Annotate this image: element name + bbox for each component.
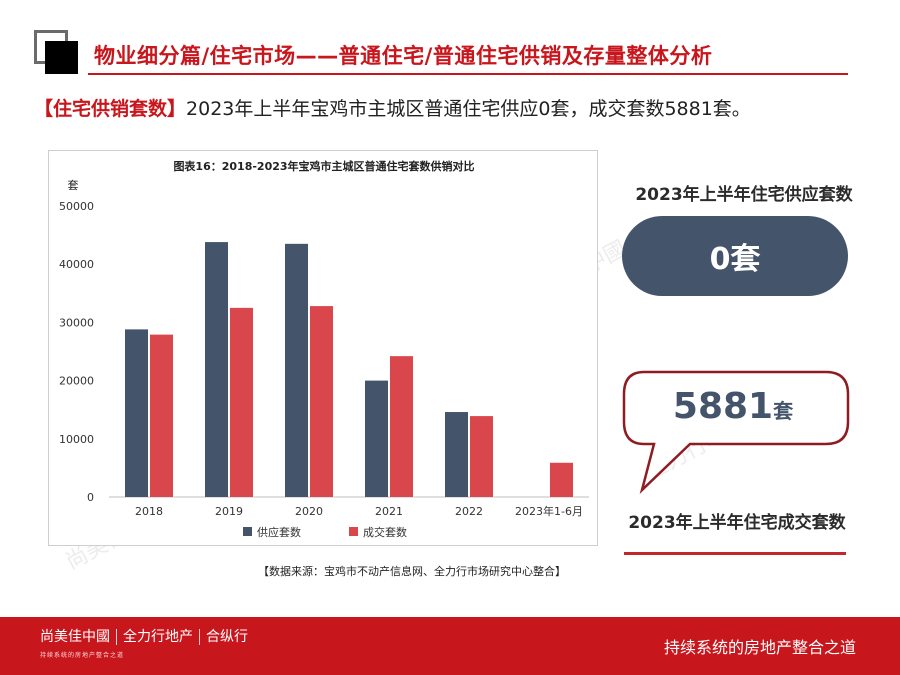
footer-divider	[199, 629, 200, 645]
title-divider	[88, 73, 848, 75]
footer-brand-1: 尚美佳中國	[40, 629, 110, 645]
chart-title: 图表16：2018-2023年宝鸡市主城区普通住宅套数供销对比	[173, 159, 474, 173]
deal-value-number: 5881	[672, 386, 774, 427]
y-tick-label: 20000	[59, 375, 94, 388]
supply-bar	[205, 242, 228, 497]
deal-bar	[470, 416, 493, 497]
footer-brand-2: 全力行地产	[123, 629, 193, 645]
logo-mark	[34, 30, 78, 74]
chart-legend: 供应套数 成交套数	[243, 525, 407, 539]
chart-frame: 图表16：2018-2023年宝鸡市主城区普通住宅套数供销对比 套 0 10000…	[48, 150, 598, 546]
deal-bar	[550, 462, 573, 497]
y-tick-label: 40000	[59, 258, 94, 271]
logo-filled-square	[45, 41, 78, 74]
deal-card-title: 2023年上半年住宅成交套数	[628, 513, 846, 533]
legend-label: 成交套数	[363, 525, 407, 539]
footer-brand: 尚美佳中國 全力行地产 合纵行	[40, 626, 248, 646]
summary-line: 【住宅供销套数】2023年上半年宝鸡市主城区普通住宅供应0套，成交套数5881套…	[34, 94, 751, 121]
bar-chart: 图表16：2018-2023年宝鸡市主城区普通住宅套数供销对比 套 0 10000…	[59, 159, 589, 539]
y-tick-label: 50000	[59, 200, 94, 213]
x-tick-label: 2022	[455, 505, 483, 518]
supply-card-title: 2023年上半年住宅供应套数	[635, 185, 853, 205]
legend-label: 供应套数	[257, 525, 301, 539]
footer-divider	[116, 629, 117, 645]
supply-bar	[285, 243, 308, 497]
y-tick-label: 30000	[59, 316, 94, 329]
y-tick-label: 10000	[59, 433, 94, 446]
x-tick-label: 2020	[295, 505, 323, 518]
deal-value-unit: 套	[773, 399, 794, 423]
supply-bar	[125, 329, 148, 497]
deal-value: 5881套	[620, 386, 846, 427]
footer-slogan: 持续系统的房地产整合之道	[663, 638, 856, 657]
deal-bar	[310, 306, 333, 497]
deal-speech-bubble	[622, 370, 850, 494]
x-tick-label: 2018	[135, 505, 163, 518]
footer-brand-3: 合纵行	[206, 629, 248, 645]
summary-text: 2023年上半年宝鸡市主城区普通住宅供应0套，成交套数5881套。	[186, 98, 751, 120]
deal-card-underline	[624, 552, 846, 555]
deal-bar	[390, 356, 413, 497]
deal-bar	[150, 334, 173, 497]
x-tick-label: 2023年1-6月	[515, 504, 583, 518]
supply-value-pill: 0套	[622, 216, 848, 296]
legend-swatch	[349, 527, 358, 536]
supply-bar	[365, 380, 388, 497]
legend-swatch	[243, 527, 252, 536]
bars	[125, 242, 573, 497]
supply-bar	[445, 412, 468, 497]
y-tick-label: 0	[87, 491, 94, 504]
deal-bar	[230, 307, 253, 497]
footer-bar	[0, 617, 900, 675]
page-title: 物业细分篇/住宅市场——普通住宅/普通住宅供销及存量整体分析	[94, 44, 713, 68]
x-tick-label: 2019	[215, 505, 243, 518]
summary-tag: 【住宅供销套数】	[34, 98, 187, 120]
footer-brand-sub: 持续系统的房地产整合之道	[40, 652, 125, 659]
y-axis-label: 套	[68, 179, 79, 192]
x-tick-label: 2021	[375, 505, 403, 518]
x-axis-ticks: 2018 2019 2020 2021 2022 2023年1-6月	[135, 504, 583, 518]
y-axis-ticks: 0 10000 20000 30000 40000 50000	[59, 200, 94, 504]
supply-value: 0套	[709, 242, 761, 277]
source-note: 【数据来源：宝鸡市不动产信息网、全力行市场研究中心整合】	[258, 565, 566, 578]
